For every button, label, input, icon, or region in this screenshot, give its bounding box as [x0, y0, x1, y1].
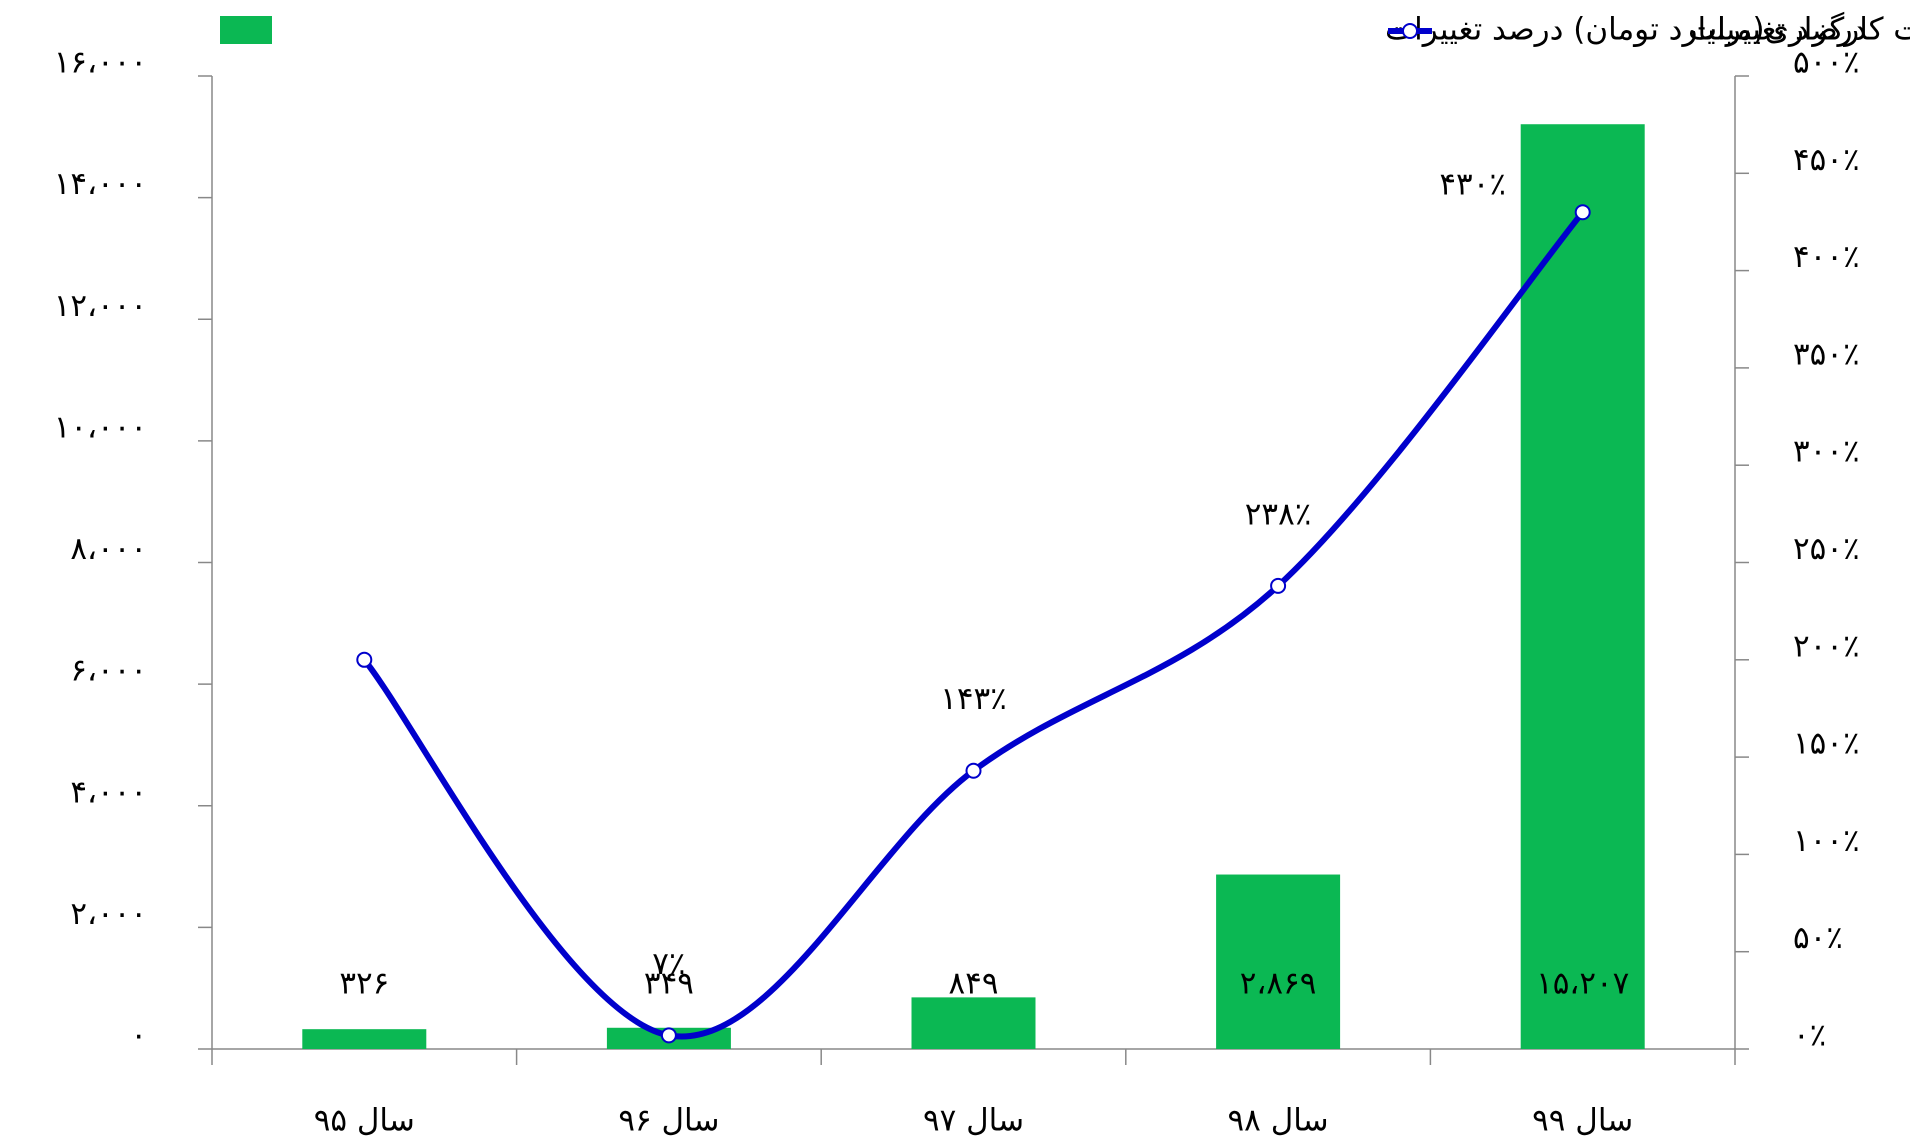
legend-marker [1402, 23, 1418, 39]
y2-tick-label: ۲۰۰٪ [1793, 628, 1860, 664]
y-tick-label: ۸،۰۰۰ [70, 531, 147, 567]
bar-value-label: ۸۴۹ [949, 966, 999, 1002]
bar [302, 1029, 427, 1049]
legend-label: مجموع سود عملیاتی صنعت کارگزاری(میلیارد … [1385, 12, 1910, 48]
y-tick-label: ۴،۰۰۰ [70, 774, 147, 810]
y2-tick-label: ۳۵۰٪ [1793, 336, 1860, 372]
y-tick-label: ۶،۰۰۰ [70, 653, 147, 689]
line-value-label: ۷٪ [652, 946, 685, 982]
y2-tick-label: ۵۰۰٪ [1793, 45, 1860, 81]
x-tick-label: سال ۹۷ [923, 1103, 1024, 1139]
line [361, 210, 1586, 1040]
line-value-label: ۲۳۸٪ [1245, 496, 1312, 532]
y2-tick-label: ۵۰٪ [1793, 920, 1843, 956]
y-tick-label: ۱۴،۰۰۰ [54, 166, 147, 202]
bar-value-label: ۳۴۹ [644, 966, 694, 1002]
y2-tick-label: ۲۵۰٪ [1793, 531, 1860, 567]
y-tick-label: ۱۶،۰۰۰ [54, 45, 147, 81]
y2-tick-label: ۱۵۰٪ [1793, 726, 1860, 762]
y2-tick-label: ۳۰۰٪ [1793, 434, 1860, 470]
bar-value-label: ۳۲۶ [339, 966, 389, 1002]
y2-tick-label: ۱۰۰٪ [1793, 823, 1860, 859]
y2-tick-label: ۴۵۰٪ [1793, 142, 1860, 178]
y-tick-label: ۱۲،۰۰۰ [54, 288, 147, 324]
y-tick-label: ۲،۰۰۰ [70, 896, 147, 932]
bar [911, 997, 1036, 1049]
line-marker [660, 1027, 677, 1044]
line-marker [356, 651, 373, 668]
line-value-label: ۱۴۳٪ [940, 681, 1007, 717]
bar [1520, 124, 1645, 1050]
y-tick-label: ۱۰،۰۰۰ [54, 409, 147, 445]
y2-tick-label: ۴۰۰٪ [1793, 239, 1860, 275]
x-tick-label: سال ۹۶ [618, 1103, 719, 1139]
y2-tick-label: ۰٪ [1793, 1018, 1826, 1054]
bar-value-label: ۱۵،۲۰۷ [1536, 966, 1629, 1002]
legend-label: درصد تغییرات [1688, 12, 1866, 48]
x-tick-label: سال ۹۵ [314, 1103, 415, 1139]
y-tick-label: ۰ [130, 1018, 147, 1054]
bar-value-label: ۲،۸۶۹ [1240, 966, 1317, 1002]
x-tick-label: سال ۹۹ [1532, 1103, 1633, 1139]
bar [1216, 874, 1341, 1049]
x-tick-label: سال ۹۸ [1228, 1103, 1329, 1139]
line-marker [1270, 577, 1287, 594]
line-marker [965, 762, 982, 779]
line-marker [1574, 204, 1591, 221]
legend-swatch [220, 16, 272, 44]
line-value-label: ۴۳۰٪ [1439, 167, 1506, 203]
